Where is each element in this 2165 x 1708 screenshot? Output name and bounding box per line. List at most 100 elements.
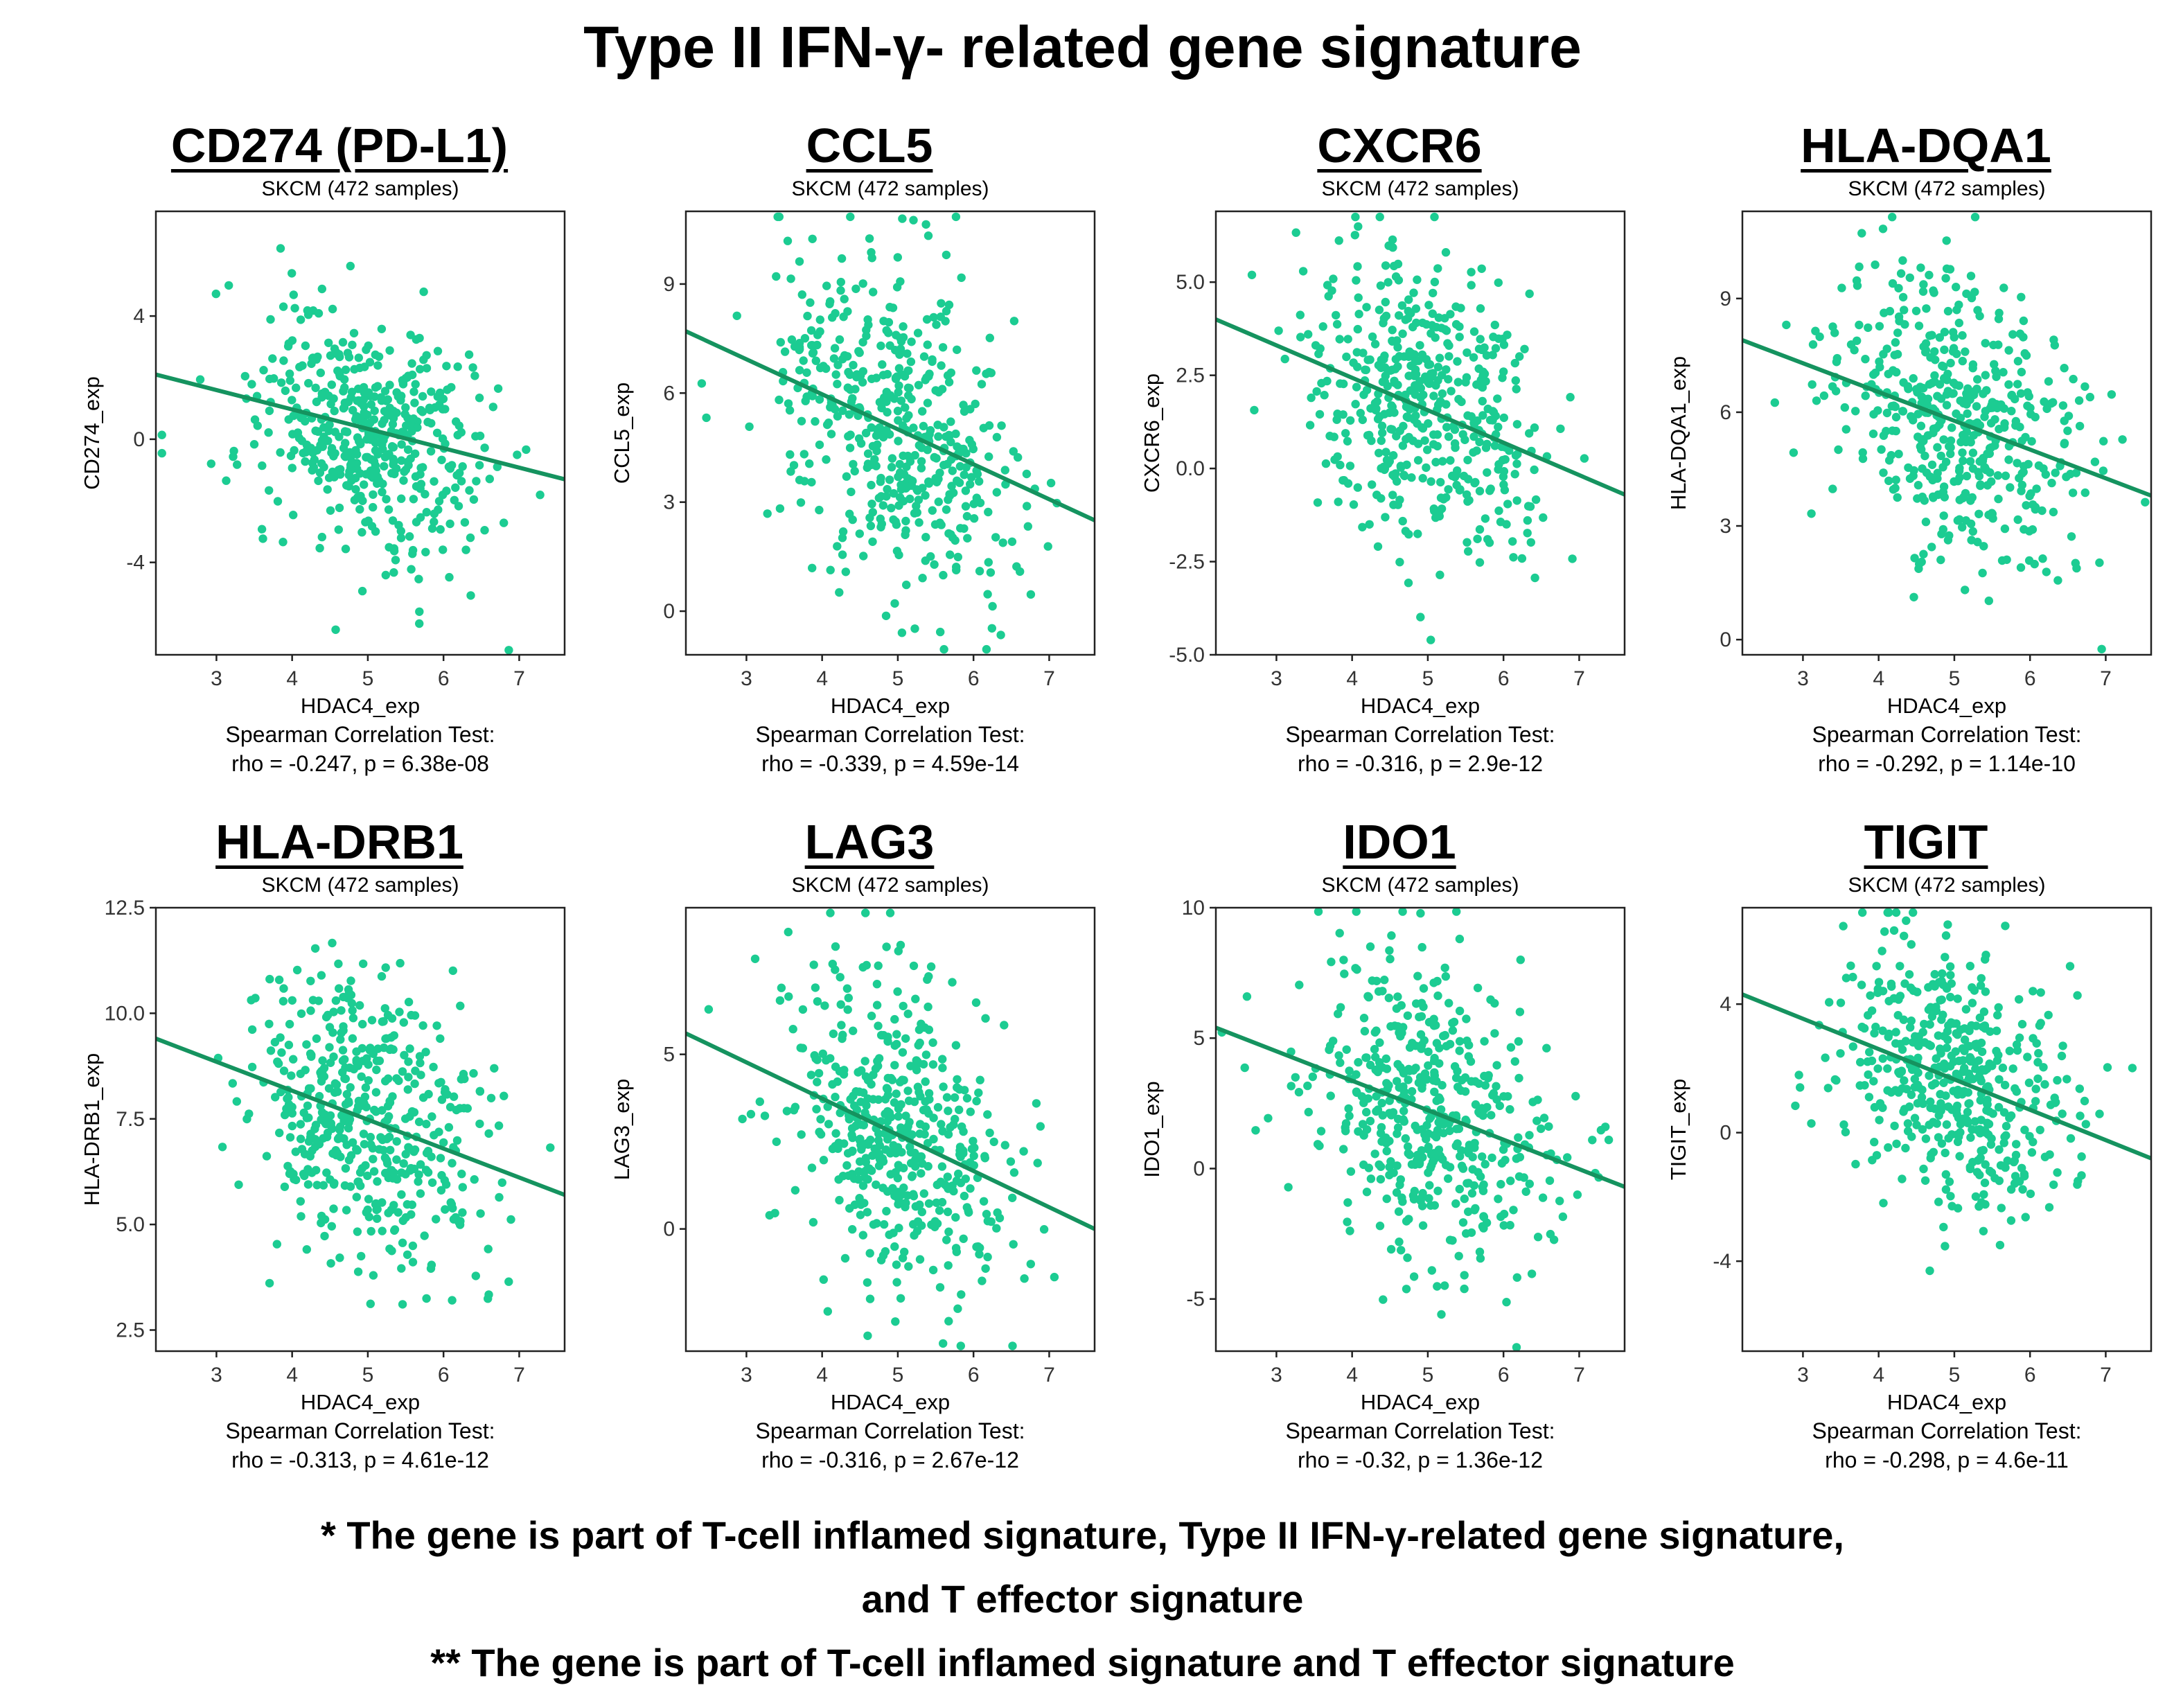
- data-point: [315, 468, 325, 477]
- data-point: [449, 1092, 459, 1101]
- data-point: [805, 459, 814, 468]
- data-point: [360, 1140, 369, 1149]
- data-point: [318, 1056, 327, 1065]
- data-point: [1370, 1028, 1379, 1037]
- data-point: [1339, 956, 1348, 965]
- data-point: [364, 1213, 373, 1222]
- data-point: [1368, 480, 1377, 489]
- data-point: [389, 1031, 398, 1040]
- data-point: [1472, 446, 1481, 455]
- data-point: [475, 1086, 484, 1095]
- data-point: [1873, 1064, 1882, 1073]
- data-point: [1433, 991, 1442, 1001]
- data-point: [1490, 320, 1499, 330]
- data-point: [457, 477, 466, 486]
- data-point: [1961, 1005, 1971, 1014]
- data-point: [1381, 297, 1390, 307]
- data-point: [938, 1064, 947, 1073]
- data-point: [257, 525, 267, 534]
- data-point: [1349, 358, 1358, 367]
- data-point: [1352, 382, 1361, 391]
- data-point: [1345, 1226, 1354, 1235]
- data-point: [2012, 1040, 2022, 1049]
- data-point: [1411, 365, 1420, 374]
- data-point: [738, 1114, 747, 1124]
- data-point: [1296, 333, 1305, 342]
- data-point: [1915, 559, 1924, 569]
- stats-label: Spearman Correlation Test:: [756, 722, 1025, 747]
- data-point: [802, 368, 811, 377]
- data-point: [1480, 1037, 1489, 1046]
- footnote-3: ** The gene is part of T-cell inflamed s…: [430, 1641, 1735, 1684]
- data-point: [784, 927, 793, 937]
- data-point: [1967, 1021, 1976, 1030]
- y-tick-label: 0: [663, 600, 675, 623]
- data-point: [1370, 340, 1380, 349]
- data-point: [1420, 436, 1429, 445]
- data-point: [365, 358, 375, 367]
- data-point: [1498, 373, 1507, 382]
- data-point: [772, 272, 781, 281]
- data-point: [444, 1122, 454, 1132]
- data-point: [893, 1174, 902, 1183]
- data-point: [815, 327, 824, 336]
- x-tick-label: 3: [1271, 1364, 1282, 1386]
- data-point: [797, 290, 806, 299]
- data-point: [1891, 338, 1900, 347]
- data-point: [926, 962, 936, 971]
- data-point: [371, 461, 380, 470]
- data-point: [353, 493, 362, 502]
- data-point: [833, 380, 842, 389]
- data-point: [416, 1058, 425, 1068]
- data-point: [1378, 1063, 1387, 1072]
- data-point: [1909, 592, 1918, 601]
- data-point: [966, 479, 975, 489]
- data-point: [946, 368, 955, 378]
- data-point: [1900, 1076, 1909, 1085]
- data-point: [932, 320, 941, 329]
- data-point: [878, 1251, 888, 1260]
- y-tick-label: 9: [1720, 288, 1731, 310]
- data-point: [1807, 509, 1816, 518]
- data-point: [815, 363, 825, 373]
- data-point: [838, 406, 847, 415]
- data-point: [1568, 554, 1577, 563]
- data-point: [465, 486, 474, 495]
- data-point: [1859, 1023, 1869, 1033]
- data-point: [458, 462, 467, 471]
- y-tick-label: 2.5: [116, 1319, 145, 1342]
- data-point: [377, 324, 387, 333]
- data-point: [1341, 1127, 1350, 1136]
- data-point: [1494, 423, 1503, 432]
- data-point: [1399, 1082, 1408, 1091]
- data-point: [890, 1014, 899, 1024]
- data-point: [1345, 461, 1355, 470]
- data-point: [1424, 1143, 1433, 1152]
- data-point: [938, 1055, 947, 1064]
- x-axis-label: HDAC4_exp: [1887, 1390, 2006, 1414]
- x-tick-label: 4: [816, 1364, 828, 1386]
- data-point: [963, 534, 972, 543]
- data-point: [2058, 401, 2068, 410]
- data-point: [1402, 434, 1411, 444]
- plot-frame: [154, 906, 566, 1353]
- data-point: [1919, 1164, 1928, 1174]
- data-point: [896, 1294, 905, 1303]
- data-point: [326, 1058, 335, 1067]
- data-point: [924, 1089, 934, 1098]
- data-point: [1370, 1150, 1379, 1159]
- data-point: [847, 487, 856, 497]
- data-point: [1441, 248, 1451, 257]
- data-point: [1925, 1266, 1934, 1276]
- data-point: [335, 1125, 344, 1134]
- data-point: [1424, 301, 1433, 310]
- data-point: [426, 447, 436, 456]
- data-point: [951, 1041, 961, 1050]
- data-point: [867, 254, 876, 263]
- data-point: [1475, 558, 1485, 567]
- data-point: [1381, 448, 1390, 457]
- data-point: [704, 1005, 714, 1014]
- data-point: [786, 450, 795, 459]
- data-point: [279, 538, 288, 547]
- data-point: [887, 463, 896, 472]
